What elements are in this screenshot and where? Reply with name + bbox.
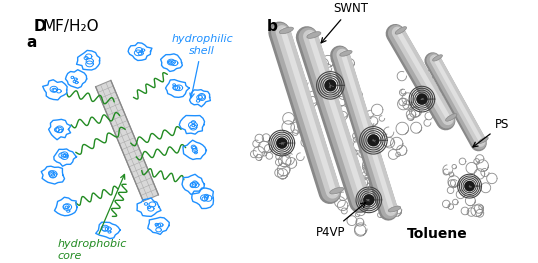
Ellipse shape — [388, 206, 401, 212]
Text: b: b — [266, 18, 277, 33]
Circle shape — [368, 135, 379, 145]
Text: hydrophobic
core: hydrophobic core — [58, 174, 127, 261]
Circle shape — [325, 80, 336, 90]
Circle shape — [364, 195, 374, 205]
Circle shape — [465, 182, 474, 191]
Ellipse shape — [340, 50, 352, 56]
Ellipse shape — [279, 27, 293, 34]
Ellipse shape — [307, 32, 321, 38]
Ellipse shape — [395, 27, 407, 34]
Text: P4VP: P4VP — [316, 203, 366, 239]
Circle shape — [277, 138, 287, 148]
Circle shape — [417, 94, 427, 104]
Ellipse shape — [478, 137, 488, 144]
Ellipse shape — [360, 196, 374, 203]
Ellipse shape — [433, 55, 442, 61]
Polygon shape — [96, 80, 159, 201]
Text: PS: PS — [473, 118, 509, 147]
Ellipse shape — [330, 188, 344, 194]
Text: a: a — [26, 35, 37, 50]
Text: SWNT: SWNT — [321, 2, 368, 43]
Text: MF/H₂O: MF/H₂O — [43, 18, 100, 33]
Text: D: D — [33, 18, 46, 33]
Ellipse shape — [445, 114, 457, 121]
Text: hydrophilic
shell: hydrophilic shell — [171, 34, 233, 98]
Text: Toluene: Toluene — [407, 227, 468, 241]
